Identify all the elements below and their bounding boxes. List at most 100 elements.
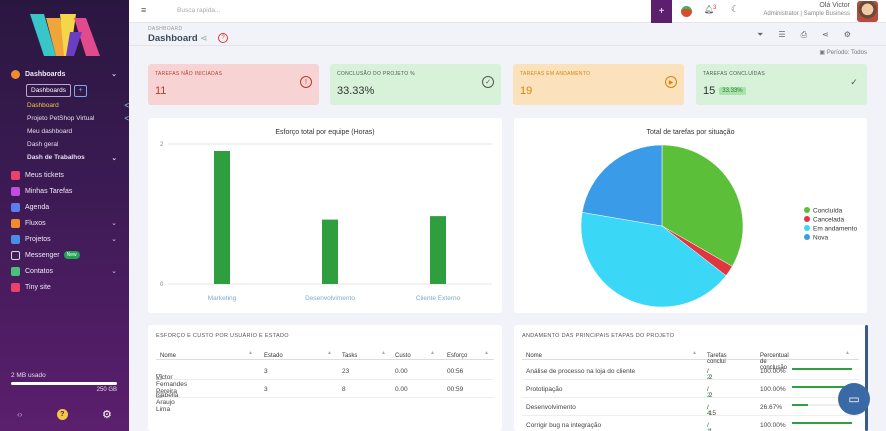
- app-logo[interactable]: [30, 12, 100, 58]
- sidebar-sub-dashboard[interactable]: Dashboard <: [0, 99, 129, 112]
- check-icon: ✓: [850, 76, 858, 87]
- bell-icon[interactable]: 🔔︎: [704, 5, 715, 14]
- cell-esforco: 00:59: [447, 386, 464, 393]
- table-row[interactable]: Isabella Araujo Lima 3 8 0.00 00:59: [156, 380, 494, 413]
- sidebar-item-agenda[interactable]: Agenda: [0, 199, 129, 215]
- table-row[interactable]: Desenvolvimento 4 / 15 26.67%: [522, 398, 859, 417]
- table-row[interactable]: Corrigir bug na integração 1 / 1 100.00%: [522, 416, 859, 431]
- effort-bar-chart: 2 0 Marketing Desenvolvimento Cliente Extern…: [160, 142, 492, 302]
- avatar[interactable]: [857, 1, 878, 22]
- checkbox[interactable]: [156, 374, 162, 380]
- legend-label[interactable]: Nova: [813, 235, 829, 242]
- legend-label[interactable]: Cancelada: [813, 217, 844, 224]
- cell-total: 15: [708, 410, 717, 417]
- sort-icon[interactable]: ▲: [845, 350, 850, 356]
- help-icon[interactable]: ?: [56, 408, 68, 420]
- cell-nome: Isabella Araujo Lima: [156, 392, 179, 413]
- cell-nome: Prototipação: [526, 386, 563, 393]
- kpi-number: 19: [520, 85, 533, 97]
- pomodoro-icon[interactable]: [681, 6, 692, 17]
- period-filter[interactable]: ▣ Período: Todos: [819, 49, 867, 56]
- kpi-number: 15: [703, 85, 716, 97]
- kpi-card-in-progress[interactable]: TAREFAS EM ANDAMENTO 19 ▶: [513, 64, 684, 105]
- sidebar-item-tiny-site[interactable]: Tiny site: [0, 279, 129, 295]
- cell-tasks: 23: [342, 368, 350, 375]
- dashboards-tab-bar: Dashboards +: [0, 82, 129, 99]
- bar[interactable]: [214, 151, 230, 284]
- kpi-card-not-started[interactable]: TAREFAS NÃO INICIADAS 11 !: [148, 64, 319, 105]
- notification-count: 3: [713, 5, 717, 11]
- projects-icon: [11, 234, 20, 244]
- user-role: Administrator | Sample Business: [763, 11, 850, 17]
- share-icon[interactable]: ⋖: [821, 30, 829, 39]
- table-row[interactable]: Prototipação 2 / 2 100.00%: [522, 380, 859, 399]
- gear-icon[interactable]: ⚙: [101, 408, 112, 421]
- chevron-down-icon[interactable]: ⌄: [111, 268, 117, 275]
- sidebar-item-minhas-tarefas[interactable]: Minhas Tarefas: [0, 183, 129, 199]
- x-tick-label: Desenvolvimento: [305, 295, 355, 302]
- kpi-card-completion[interactable]: CONCLUSÃO DO PROJETO % 33.33% ✓: [330, 64, 501, 105]
- sidebar-item-fluxos[interactable]: Fluxos ⌄: [0, 215, 129, 231]
- sort-icon[interactable]: ▲: [327, 350, 332, 356]
- cell-percent: 100.00%: [760, 422, 786, 429]
- sort-icon[interactable]: ▲: [484, 350, 489, 356]
- sort-icon[interactable]: ▲: [381, 350, 386, 356]
- sidebar-sub-meu-dashboard[interactable]: Meu dashboard: [0, 125, 129, 138]
- add-button[interactable]: +: [651, 0, 672, 23]
- filter-icon[interactable]: ⏷: [757, 30, 764, 39]
- sidebar-item-messenger[interactable]: Messenger New: [0, 247, 129, 263]
- status-pie-chart: Concluída Cancelada Em andamento Nova: [580, 144, 857, 308]
- pie-slice[interactable]: [580, 212, 727, 308]
- col-label: Estado: [264, 353, 283, 359]
- kpi-label: CONCLUSÃO DO PROJETO %: [337, 71, 415, 77]
- pie-slice[interactable]: [581, 144, 663, 227]
- chevron-down-icon[interactable]: ⌄: [111, 71, 117, 78]
- sidebar-sub-dash-geral[interactable]: Dash geral: [0, 138, 129, 151]
- cell-done: 1: [707, 428, 711, 431]
- cell-percent: 26.67%: [760, 404, 783, 411]
- share-icon[interactable]: ⋖: [200, 33, 208, 43]
- add-dashboard-button[interactable]: +: [74, 84, 88, 97]
- sort-icon[interactable]: ▲: [692, 350, 697, 356]
- cell-percent: 100.00%: [760, 368, 786, 375]
- dashboards-tab[interactable]: Dashboards: [26, 84, 72, 97]
- menu-icon[interactable]: ≡: [141, 5, 147, 15]
- sidebar-item-contatos[interactable]: Contatos ⌄: [0, 263, 129, 279]
- divider: [129, 45, 886, 46]
- checkbox[interactable]: [156, 392, 162, 398]
- chevron-down-icon[interactable]: ⌄: [111, 220, 117, 227]
- bar[interactable]: [430, 216, 446, 284]
- sidebar-item-projetos[interactable]: Projetos ⌄: [0, 231, 129, 247]
- bar[interactable]: [322, 219, 338, 284]
- legend-label[interactable]: Concluída: [813, 208, 843, 215]
- legend-label[interactable]: Em andamento: [813, 226, 857, 233]
- storage-bar: [11, 382, 117, 385]
- sliders-icon[interactable]: ☰: [778, 30, 786, 39]
- search-input[interactable]: Busca rapida...: [177, 7, 221, 14]
- dark-mode-icon[interactable]: ☾: [731, 4, 740, 14]
- table-row[interactable]: Análise de processo na loja do cliente 2 …: [522, 362, 859, 381]
- gear-icon[interactable]: ⚙: [843, 30, 851, 39]
- sort-icon[interactable]: ▲: [248, 350, 253, 356]
- chevron-down-icon[interactable]: ⌄: [111, 154, 117, 162]
- breadcrumb: DASHBOARD: [148, 26, 183, 32]
- sidebar-sub-petshop[interactable]: Projeto PetShop Virtual <: [0, 112, 129, 125]
- code-icon[interactable]: ‹›: [17, 409, 23, 419]
- chart-title: Total de tarefas por situação: [646, 129, 735, 136]
- sidebar-sub-dash-trabalhos[interactable]: Dash de Trabalhos ⌄: [0, 151, 129, 164]
- user-menu[interactable]: Olá Victor Administrator | Sample Busine…: [763, 2, 850, 17]
- sidebar-item-meus-tickets[interactable]: Meus tickets: [0, 167, 129, 183]
- chevron-down-icon[interactable]: ⌄: [111, 236, 117, 243]
- print-icon[interactable]: ⎙: [800, 30, 807, 39]
- sidebar-item-dashboards[interactable]: Dashboards ⌄: [0, 66, 129, 82]
- help-icon[interactable]: ?: [218, 33, 228, 43]
- kpi-card-completed[interactable]: TAREFAS CONCLUÍDAS 15 33.33% ✓: [696, 64, 867, 105]
- scrollbar[interactable]: [865, 325, 868, 431]
- site-icon: [11, 282, 20, 292]
- sort-icon[interactable]: ▲: [430, 350, 435, 356]
- chat-button[interactable]: ▭: [838, 383, 870, 415]
- pie-slice[interactable]: [661, 144, 744, 267]
- calendar-icon: [11, 202, 20, 212]
- table-row[interactable]: Victor Fernandes Pereira 3 23 0.00 00:56: [156, 362, 494, 395]
- y-tick-label: 2: [160, 142, 164, 148]
